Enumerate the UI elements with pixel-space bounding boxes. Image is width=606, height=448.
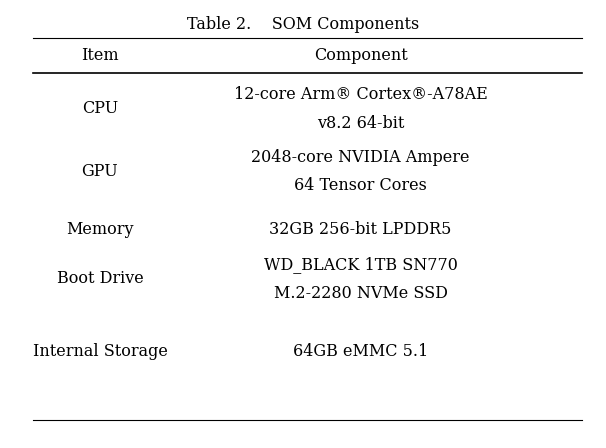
Text: 32GB 256-bit LPDDR5: 32GB 256-bit LPDDR5	[270, 221, 451, 238]
Text: WD_BLACK 1TB SN770
M.2-2280 NVMe SSD: WD_BLACK 1TB SN770 M.2-2280 NVMe SSD	[264, 256, 458, 302]
Text: 12-core Arm® Cortex®-A78AE
v8.2 64-bit: 12-core Arm® Cortex®-A78AE v8.2 64-bit	[234, 86, 487, 132]
Text: 2048-core NVIDIA Ampere
64 Tensor Cores: 2048-core NVIDIA Ampere 64 Tensor Cores	[251, 149, 470, 194]
Text: Memory: Memory	[66, 221, 134, 238]
Text: CPU: CPU	[82, 100, 118, 117]
Text: GPU: GPU	[82, 163, 118, 180]
Text: Boot Drive: Boot Drive	[56, 270, 144, 287]
Text: Component: Component	[314, 47, 407, 65]
Text: Table 2.    SOM Components: Table 2. SOM Components	[187, 16, 419, 33]
Text: Internal Storage: Internal Storage	[33, 343, 167, 360]
Text: Item: Item	[81, 47, 119, 65]
Text: 64GB eMMC 5.1: 64GB eMMC 5.1	[293, 343, 428, 360]
